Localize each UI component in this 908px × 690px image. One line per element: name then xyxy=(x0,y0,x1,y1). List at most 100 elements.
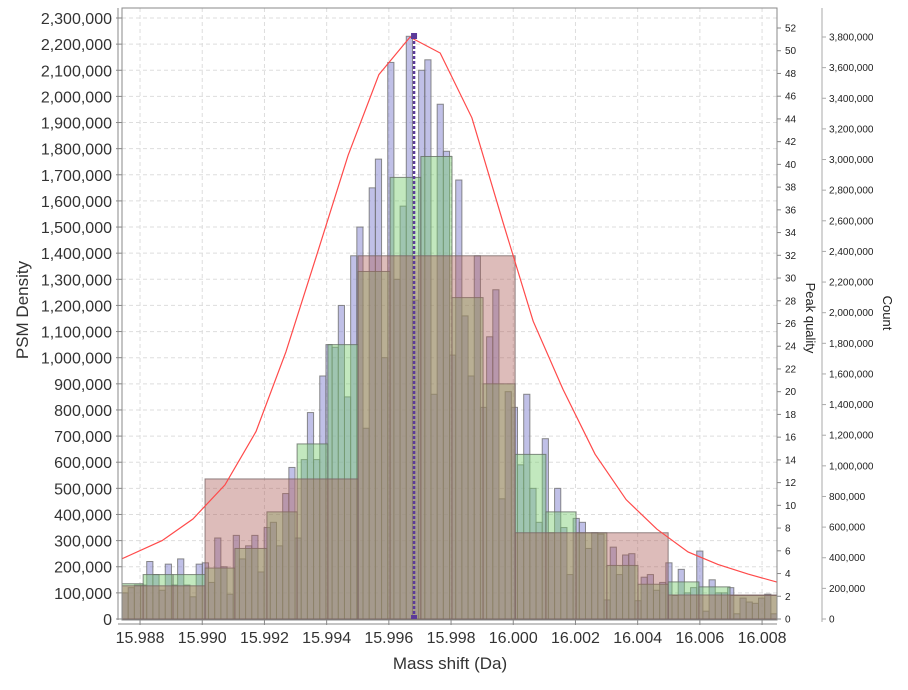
medium-bin-bar xyxy=(514,453,547,620)
plot-frame xyxy=(121,7,778,621)
y2-tick-label: 14 xyxy=(785,455,797,466)
y2-tick-label: 2 xyxy=(785,592,791,603)
y2-tick-label: 4 xyxy=(785,569,791,580)
medium-bin-bar xyxy=(482,383,516,620)
y3-tick-label: 400,000 xyxy=(829,553,866,564)
axes: 15.988 15.990 15.992 15.994 15.996 15.998 16.0… xyxy=(41,8,874,647)
medium-bin-bar xyxy=(357,270,391,620)
peak-bottom-marker xyxy=(411,615,418,619)
y-tick-label: 500,000 xyxy=(54,481,112,498)
y2-tick-label: 0 xyxy=(785,615,791,626)
y-tick-label: 1,200,000 xyxy=(41,298,112,315)
y-tick-label: 200,000 xyxy=(54,560,112,577)
medium-bin-bar xyxy=(296,443,329,620)
coarse-bin-bar xyxy=(357,255,516,620)
y2-tick-label: 8 xyxy=(785,524,791,535)
x-tick-label: 15.992 xyxy=(240,630,289,647)
y-tick-label: 700,000 xyxy=(54,429,112,446)
medium-bin-bar xyxy=(142,574,174,620)
y2-tick-label: 22 xyxy=(785,364,797,375)
y-tick-label: 1,000,000 xyxy=(41,351,112,368)
x-tick-label: 15.988 xyxy=(116,630,165,647)
x-tick-label: 15.998 xyxy=(427,630,476,647)
y2-tick-label: 32 xyxy=(785,251,797,262)
y2-tick-label: 52 xyxy=(785,24,797,35)
y3-tick-label: 200,000 xyxy=(829,584,866,595)
y2-axis-title: Peak quality xyxy=(803,283,818,354)
y3-tick-label: 2,400,000 xyxy=(829,247,874,258)
y2-tick-label: 30 xyxy=(785,274,797,285)
y-axis-title: PSM Density xyxy=(13,260,32,359)
y3-axis-title: Count xyxy=(880,296,895,331)
y-tick-label: 1,600,000 xyxy=(41,194,112,211)
y2-tick-label: 16 xyxy=(785,433,797,444)
y2-tick-label: 24 xyxy=(785,342,797,353)
medium-bin-bar xyxy=(667,581,700,620)
y3-tick-label: 600,000 xyxy=(829,523,866,534)
y3-tick-label: 3,000,000 xyxy=(829,155,874,166)
y3-tick-label: 1,000,000 xyxy=(829,461,874,472)
y3-tick-label: 2,800,000 xyxy=(829,186,874,197)
y3-tick-label: 3,600,000 xyxy=(829,63,874,74)
y-tick-label: 1,900,000 xyxy=(41,116,112,133)
y-tick-label: 2,200,000 xyxy=(41,37,112,54)
peak-top-marker xyxy=(411,33,418,39)
y2-tick-label: 34 xyxy=(785,228,797,239)
y2-tick-label: 20 xyxy=(785,387,797,398)
x-axis-title: Mass shift (Da) xyxy=(393,654,507,673)
y3-tick-label: 1,200,000 xyxy=(829,431,874,442)
y-tick-label: 900,000 xyxy=(54,377,112,394)
y3-tick-label: 2,000,000 xyxy=(829,308,874,319)
peak-quality-line xyxy=(122,36,777,583)
y-tick-label: 1,500,000 xyxy=(41,220,112,237)
y2-tick-label: 12 xyxy=(785,478,797,489)
y-tick-label: 0 xyxy=(103,612,112,629)
y-tick-label: 2,100,000 xyxy=(41,63,112,80)
y3-tick-label: 1,800,000 xyxy=(829,339,874,350)
y3-tick-label: 2,600,000 xyxy=(829,216,874,227)
y2-tick-label: 38 xyxy=(785,183,797,194)
medium-bin-bar xyxy=(451,297,484,620)
y3-tick-label: 1,400,000 xyxy=(829,400,874,411)
x-tick-label: 15.996 xyxy=(364,630,413,647)
x-tick-label: 15.994 xyxy=(302,630,351,647)
x-tick-label: 15.990 xyxy=(178,630,227,647)
peak-quality-line-path xyxy=(122,36,777,583)
x-tick-label: 16.002 xyxy=(551,630,600,647)
x-tick-label: 16.008 xyxy=(738,630,787,647)
medium-bin-bar xyxy=(637,583,669,620)
medium-bin-bar xyxy=(172,574,206,620)
y3-tick-label: 3,400,000 xyxy=(829,94,874,105)
y-tick-label: 100,000 xyxy=(54,586,112,603)
y3-tick-label: 2,200,000 xyxy=(829,278,874,289)
coarse-bin-bar xyxy=(122,585,206,620)
y3-tick-label: 800,000 xyxy=(829,492,866,503)
peak-marker xyxy=(411,33,418,619)
y2-tick-label: 50 xyxy=(785,46,797,57)
y2-tick-label: 28 xyxy=(785,296,797,307)
y-tick-label: 1,300,000 xyxy=(41,272,112,289)
y-tick-label: 2,000,000 xyxy=(41,89,112,106)
y2-tick-label: 44 xyxy=(785,114,797,125)
coarse-bin-bar xyxy=(204,478,359,620)
y-tick-label: 600,000 xyxy=(54,455,112,472)
y2-tick-label: 48 xyxy=(785,69,797,80)
y2-tick-label: 42 xyxy=(785,137,797,148)
y-tick-label: 1,400,000 xyxy=(41,246,112,263)
y-tick-label: 400,000 xyxy=(54,507,112,524)
y2-tick-label: 6 xyxy=(785,546,791,557)
y2-tick-label: 10 xyxy=(785,501,797,512)
y-tick-label: 800,000 xyxy=(54,403,112,420)
y3-tick-label: 0 xyxy=(829,615,835,626)
x-tick-label: 16.000 xyxy=(489,630,538,647)
y-tick-label: 1,700,000 xyxy=(41,168,112,185)
x-tick-label: 16.006 xyxy=(675,630,724,647)
y3-tick-label: 1,600,000 xyxy=(829,369,874,380)
coarse-bin-bar xyxy=(667,594,777,620)
medium-bin-bar xyxy=(266,511,298,620)
x-tick-label: 16.004 xyxy=(613,630,662,647)
y-tick-label: 1,100,000 xyxy=(41,325,112,342)
y2-tick-label: 26 xyxy=(785,319,797,330)
y2-tick-label: 36 xyxy=(785,205,797,216)
